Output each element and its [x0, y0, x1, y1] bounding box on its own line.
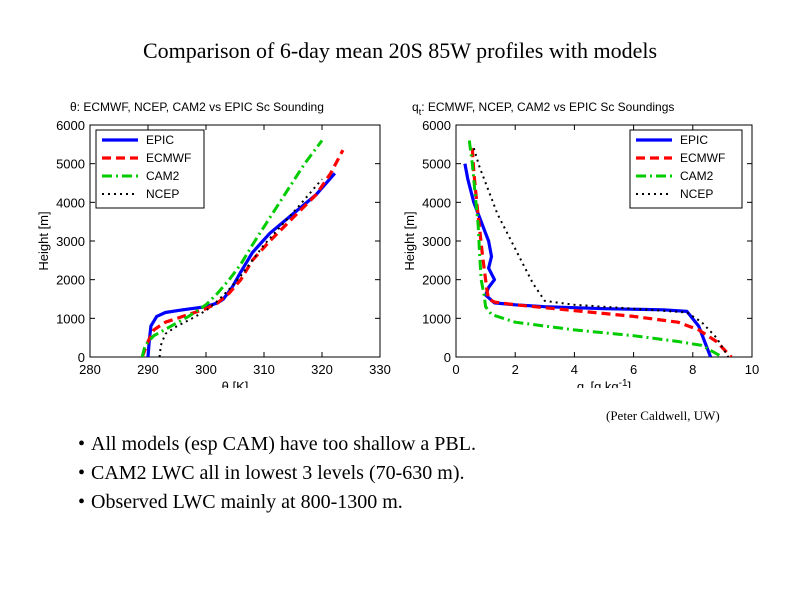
legend-label-ecmwf: ECMWF: [146, 151, 191, 165]
y-tick-label: 0: [78, 350, 85, 365]
x-tick-label: 0: [452, 362, 459, 377]
y-tick-label: 0: [444, 350, 451, 365]
credit-text: (Peter Caldwell, UW): [606, 408, 720, 423]
y-tick-label: 3000: [56, 234, 85, 249]
y-tick-label: 6000: [422, 118, 451, 133]
plot-title: qt: ECMWF, NCEP, CAM2 vs EPIC Sc Soundin…: [412, 100, 674, 117]
x-tick-label: 290: [137, 362, 159, 377]
y-tick-label: 4000: [422, 195, 451, 210]
series-line-ecmwf: [470, 148, 733, 357]
x-tick-label: 8: [689, 362, 696, 377]
x-tick-label: 10: [745, 362, 759, 377]
bullet-item: CAM2 LWC all in lowest 3 levels (70-630 …: [78, 459, 476, 488]
x-tick-label: 6: [630, 362, 637, 377]
y-tick-label: 4000: [56, 195, 85, 210]
y-tick-label: 5000: [56, 157, 85, 172]
y-tick-label: 5000: [422, 157, 451, 172]
theta-profile-plot: 280 290 300 310 320 330 0 1000 2000 3000 4000 5000 6…: [36, 100, 391, 388]
legend-label-ncep: NCEP: [146, 187, 179, 201]
legend-label-ecmwf: ECMWF: [680, 151, 725, 165]
series-line-cam2: [467, 140, 724, 357]
legend-label-cam2: CAM2: [146, 169, 180, 183]
legend-label-cam2: CAM2: [680, 169, 714, 183]
x-tick-label: 300: [195, 362, 217, 377]
y-tick-label: 6000: [56, 118, 85, 133]
legend-label-ncep: NCEP: [680, 187, 713, 201]
plot-title: θ: ECMWF, NCEP, CAM2 vs EPIC Sc Sounding: [70, 100, 324, 114]
y-tick-label: 2000: [422, 273, 451, 288]
legend-label-epic: EPIC: [680, 133, 708, 147]
bullet-list: All models (esp CAM) have too shallow a …: [78, 430, 476, 517]
bullet-item: Observed LWC mainly at 800-1300 m.: [78, 488, 476, 517]
x-axis-label: qt [g kg-1]: [577, 378, 631, 388]
series-line-ncep: [472, 147, 730, 357]
x-tick-label: 4: [571, 362, 578, 377]
x-tick-label: 280: [79, 362, 101, 377]
series-line-cam2: [140, 139, 324, 357]
series-line-ncep: [158, 178, 323, 357]
x-axis-label: θ [K]: [222, 379, 249, 388]
y-tick-label: 2000: [56, 273, 85, 288]
x-tick-label: 320: [311, 362, 333, 377]
qt-profile-chart: 0 2 4 6 8 10 0 1000 2000 3000 4000 5000 6000 Height […: [400, 88, 800, 388]
y-axis-label: Height [m]: [402, 211, 417, 270]
x-tick-label: 2: [512, 362, 519, 377]
bullet-item: All models (esp CAM) have too shallow a …: [78, 430, 476, 459]
x-tick-label: 310: [253, 362, 275, 377]
y-tick-label: 1000: [56, 311, 85, 326]
y-tick-label: 3000: [422, 234, 451, 249]
slide-title: Comparison of 6-day mean 20S 85W profile…: [142, 38, 658, 63]
series-line-ecmwf: [140, 149, 345, 357]
x-tick-label: 330: [369, 362, 391, 377]
qt-profile-plot: 0 2 4 6 8 10 0 1000 2000 3000 4000 5000 6000 Height […: [402, 100, 759, 388]
y-axis-label: Height [m]: [36, 211, 51, 270]
legend-label-epic: EPIC: [146, 133, 174, 147]
theta-profile-chart: 280 290 300 310 320 330 0 1000 2000 3000 4000 5000 6…: [0, 88, 400, 388]
y-tick-label: 1000: [422, 311, 451, 326]
